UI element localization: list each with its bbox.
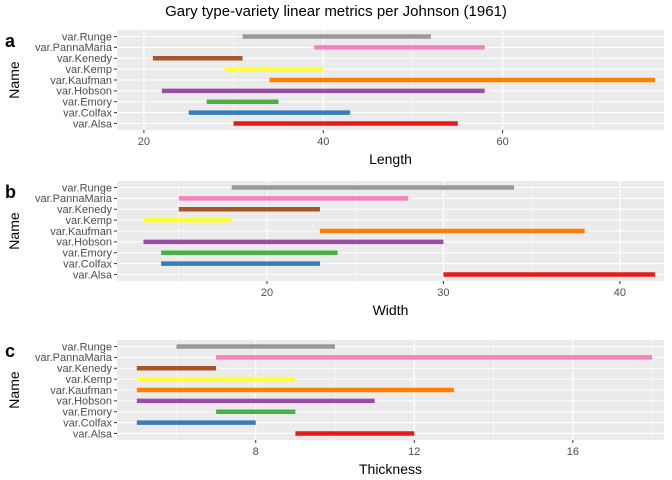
y-tick-label: var.Runge xyxy=(62,182,112,194)
y-tick-label: var.Alsa xyxy=(73,118,113,130)
x-axis-label: Length xyxy=(369,151,412,167)
panel-tag: b xyxy=(5,182,16,202)
y-axis-label: Name xyxy=(6,212,22,250)
x-tick-label: 40 xyxy=(614,287,626,299)
y-tick-label: var.Kemp xyxy=(66,374,112,386)
x-tick-label: 20 xyxy=(138,136,150,148)
panel-b: var.Alsavar.Colfaxvar.Emoryvar.Hobsonvar… xyxy=(5,181,664,318)
y-tick-label: var.Colfax xyxy=(63,258,112,270)
chart-title: Gary type-variety linear metrics per Joh… xyxy=(165,3,507,20)
y-tick-label: var.PannaMaria xyxy=(35,352,113,364)
y-tick-label: var.Alsa xyxy=(73,428,113,440)
x-tick-label: 30 xyxy=(437,287,449,299)
panel-c: var.Alsavar.Colfaxvar.Emoryvar.Hobsonvar… xyxy=(5,340,664,477)
y-tick-label: var.Kenedy xyxy=(57,204,113,216)
x-tick-label: 60 xyxy=(496,136,508,148)
y-tick-label: var.Kenedy xyxy=(57,53,113,65)
y-tick-label: var.Emory xyxy=(62,97,112,109)
x-axis-label: Width xyxy=(373,302,409,318)
x-tick-label: 12 xyxy=(408,446,420,458)
y-tick-label: var.Hobson xyxy=(56,396,112,408)
y-tick-label: var.Kaufman xyxy=(50,75,112,87)
y-tick-label: var.Runge xyxy=(62,341,112,353)
y-tick-label: var.Emory xyxy=(62,248,112,260)
panel-tag: a xyxy=(5,31,16,51)
y-tick-label: var.Colfax xyxy=(63,107,112,119)
y-tick-label: var.Emory xyxy=(62,407,112,419)
panel-a: var.Alsavar.Colfaxvar.Emoryvar.Hobsonvar… xyxy=(5,30,664,167)
y-tick-label: var.Kaufman xyxy=(50,226,112,238)
y-axis-label: Name xyxy=(6,371,22,409)
y-tick-label: var.Kaufman xyxy=(50,385,112,397)
y-tick-label: var.Colfax xyxy=(63,417,112,429)
y-tick-label: var.Kemp xyxy=(66,215,112,227)
y-tick-label: var.Hobson xyxy=(56,86,112,98)
y-tick-label: var.Alsa xyxy=(73,269,113,281)
x-tick-label: 8 xyxy=(253,446,259,458)
y-tick-label: var.Kemp xyxy=(66,64,112,76)
y-tick-label: var.PannaMaria xyxy=(35,193,113,205)
y-tick-label: var.PannaMaria xyxy=(35,42,113,54)
panel-tag: c xyxy=(5,341,15,361)
x-tick-label: 40 xyxy=(317,136,329,148)
x-tick-label: 20 xyxy=(261,287,273,299)
y-tick-label: var.Hobson xyxy=(56,237,112,249)
x-tick-label: 16 xyxy=(567,446,579,458)
y-axis-label: Name xyxy=(6,61,22,99)
x-axis-label: Thickness xyxy=(359,461,422,477)
y-tick-label: var.Runge xyxy=(62,31,112,43)
y-tick-label: var.Kenedy xyxy=(57,363,113,375)
